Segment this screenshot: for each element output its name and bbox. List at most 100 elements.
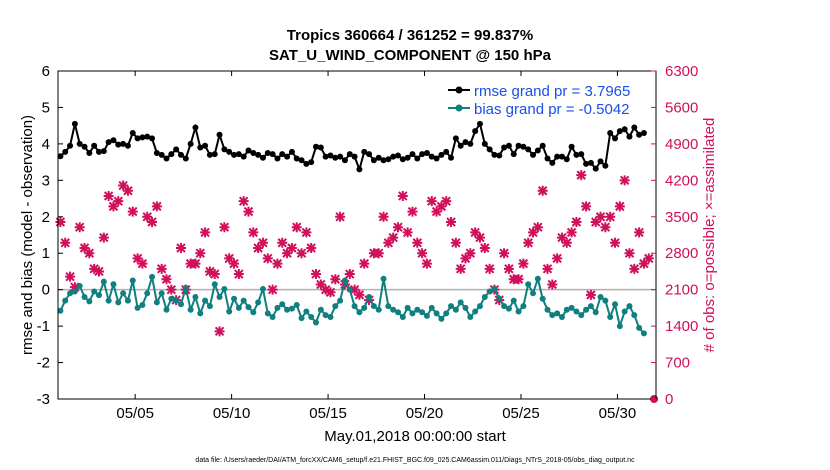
rmse-point — [110, 137, 117, 144]
y-tick-label: -1 — [37, 318, 50, 335]
rmse-point — [264, 150, 271, 156]
obs-marker — [576, 170, 587, 181]
y-tick-label: -2 — [37, 355, 50, 372]
rmse-point — [163, 155, 170, 162]
rmse-point — [476, 120, 483, 127]
bias-point — [554, 310, 561, 317]
x-tick-label: 05/15 — [309, 405, 347, 422]
rmse-point — [390, 153, 397, 160]
obs-marker — [69, 282, 80, 293]
bias-point — [221, 285, 228, 292]
rmse-point — [583, 160, 590, 167]
bias-point — [361, 304, 368, 311]
bias-point — [597, 293, 604, 300]
obs-marker — [277, 237, 288, 248]
obs-marker — [484, 263, 495, 274]
bias-point — [539, 295, 546, 302]
obs-marker — [257, 237, 268, 248]
bias-point — [505, 305, 512, 312]
bias-point — [366, 293, 373, 300]
obs-marker — [118, 180, 129, 191]
obs-marker — [426, 196, 437, 207]
obs-marker — [84, 248, 95, 259]
obs-marker — [320, 284, 331, 295]
obs-marker — [373, 248, 384, 259]
obs-marker — [93, 266, 104, 277]
obs-marker — [638, 258, 649, 269]
rmse-point — [206, 151, 213, 158]
obs-marker — [89, 263, 100, 274]
rmse-point — [293, 155, 300, 162]
rmse-point — [602, 162, 609, 169]
obs-marker — [460, 253, 471, 264]
x-tick-label: 05/10 — [213, 405, 251, 422]
obs-marker — [547, 279, 558, 290]
rmse-point — [120, 140, 127, 147]
y-axis-left: -3 -2 -1 0 1 2 3 4 5 6 — [37, 63, 63, 408]
y2-tick-label: 5600 — [665, 99, 698, 116]
y2-tick-label: 2100 — [665, 282, 698, 299]
obs-marker — [561, 237, 572, 248]
obs-marker — [364, 295, 375, 306]
obs-marker — [286, 243, 297, 254]
bias-point — [501, 303, 508, 310]
bias-point — [462, 304, 469, 311]
rmse-point — [337, 153, 344, 160]
bias-point — [375, 306, 382, 313]
obs-marker — [619, 175, 630, 186]
y-tick-label: -3 — [37, 391, 50, 408]
rmse-point — [549, 159, 556, 166]
bias-point — [423, 312, 430, 319]
legend-rmse-label: rmse grand pr = 3.7965 — [474, 83, 630, 100]
obs-marker — [585, 289, 596, 300]
bias-point — [197, 310, 204, 317]
bias-point — [390, 306, 397, 313]
obs-marker — [503, 263, 514, 274]
plot-area — [58, 71, 656, 399]
obs-marker — [446, 216, 457, 227]
obs-marker — [74, 222, 85, 233]
rmse-point — [139, 134, 146, 141]
obs-marker — [335, 211, 346, 222]
obs-marker — [354, 289, 365, 300]
rmse-point — [481, 140, 488, 147]
rmse-point — [558, 153, 565, 160]
rmse-point — [308, 159, 315, 166]
bias-point — [481, 293, 488, 300]
rmse-point — [621, 126, 628, 133]
bias-point — [549, 312, 556, 319]
bias-point — [153, 299, 160, 306]
obs-marker — [388, 232, 399, 243]
bias-point — [264, 310, 271, 317]
obs-marker — [219, 222, 230, 233]
bias-point — [216, 293, 223, 300]
rmse-point — [375, 154, 382, 161]
y-tick-label: 5 — [42, 99, 50, 116]
x-axis: 05/05 05/10 05/15 05/20 05/25 05/30 — [116, 71, 636, 422]
bias-point — [573, 308, 580, 315]
rmse-point — [380, 157, 387, 164]
rmse-point — [100, 148, 107, 155]
rmse-point — [346, 151, 353, 158]
rmse-point — [182, 155, 189, 162]
x-tick-label: 05/05 — [116, 405, 154, 422]
bias-point — [602, 297, 609, 304]
obs-marker — [127, 206, 138, 217]
obs-marker — [436, 201, 447, 212]
rmse-point — [385, 156, 392, 163]
rmse-point — [361, 148, 368, 155]
y-axis-label: rmse and bias (model - observation) — [19, 115, 36, 355]
obs-marker — [311, 269, 322, 280]
rmse-point — [57, 153, 64, 160]
rmse-point — [288, 148, 295, 155]
bias-point — [279, 301, 286, 308]
bias-point — [313, 319, 320, 326]
bias-point — [607, 314, 614, 320]
obs-marker — [113, 196, 124, 207]
obs-marker — [79, 243, 90, 254]
rmse-point — [245, 147, 252, 154]
bias-point — [211, 281, 218, 288]
obs-marker — [528, 227, 539, 238]
obs-marker — [417, 248, 428, 259]
rmse-point — [597, 158, 604, 165]
